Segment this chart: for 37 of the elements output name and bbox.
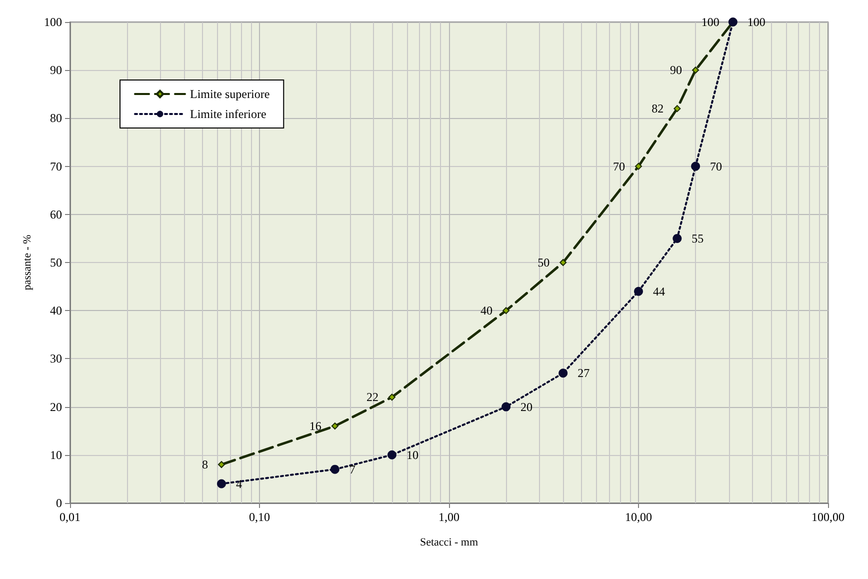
data-label: 40 (480, 304, 493, 318)
y-tick-label: 60 (50, 207, 62, 222)
data-label: 16 (309, 419, 322, 434)
data-label: 10 (406, 448, 418, 462)
data-label: 44 (653, 284, 665, 298)
data-label: 7 (349, 462, 356, 476)
x-tick-label: 100,00 (812, 510, 844, 524)
data-label: 55 (692, 231, 704, 246)
y-tick-label: 50 (50, 256, 62, 270)
x-tick-label: 0,10 (249, 510, 270, 524)
x-axis-title: Setacci - mm (420, 536, 478, 548)
y-tick-label: 20 (50, 400, 62, 414)
y-tick-label: 0 (56, 496, 62, 510)
data-label: 70 (613, 159, 625, 174)
y-axis-title: passante - % (22, 234, 34, 290)
data-label: 90 (670, 63, 682, 78)
data-label: 70 (710, 159, 722, 174)
x-tick-label: 1,00 (438, 510, 460, 524)
y-tick-label: 40 (50, 304, 62, 318)
y-tick-label: 70 (50, 159, 62, 174)
y-tick-label: 80 (50, 111, 62, 126)
y-tick-label: 90 (50, 63, 62, 78)
data-label: 100 (701, 15, 720, 29)
data-label: 100 (747, 15, 766, 29)
data-label: 20 (520, 400, 533, 414)
data-label: 22 (366, 390, 378, 404)
y-tick-label: 100 (44, 15, 62, 29)
legend-label: Limite superiore (190, 87, 270, 101)
y-tick-label: 30 (50, 352, 62, 366)
data-label: 8 (202, 458, 208, 472)
x-tick-label: 10,00 (625, 510, 652, 524)
y-tick-label: 10 (50, 448, 62, 462)
legend-label: Limite inferiore (190, 107, 266, 121)
data-label: 27 (578, 366, 590, 380)
x-tick-label: 0,01 (60, 510, 80, 524)
data-label: 82 (652, 102, 664, 116)
data-label: 50 (538, 256, 550, 270)
